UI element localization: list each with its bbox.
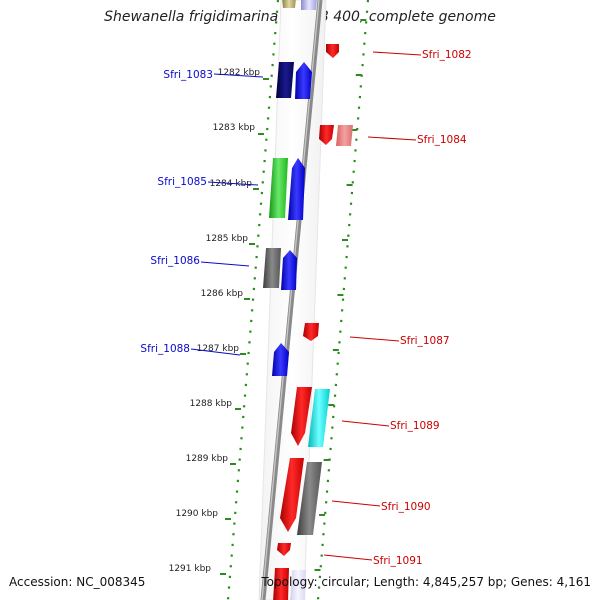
label-sfri-1087[interactable]: Sfri_1087 xyxy=(400,335,450,347)
genome-backbone-highlight xyxy=(261,0,320,600)
leader-sfri-1090 xyxy=(331,500,381,507)
tick-1289: 1289 kbp xyxy=(186,454,236,465)
ruler-line-left xyxy=(226,0,280,600)
leader-sfri-1085 xyxy=(207,181,259,186)
gene-sfri-1089[interactable] xyxy=(291,387,312,446)
svg-text:1285 kbp: 1285 kbp xyxy=(206,234,249,244)
leader-sfri-1084 xyxy=(367,136,417,141)
label-sfri-1090[interactable]: Sfri_1090 xyxy=(381,501,431,513)
label-sfri-1083[interactable]: Sfri_1083 xyxy=(163,69,213,81)
svg-text:1290 kbp: 1290 kbp xyxy=(176,509,219,519)
gene-sfri-1091[interactable] xyxy=(277,543,291,556)
gene-sfri-1088[interactable] xyxy=(272,343,289,376)
svg-text:1289 kbp: 1289 kbp xyxy=(186,454,229,464)
svg-text:1288 kbp: 1288 kbp xyxy=(190,399,233,409)
tick-1284: 1284 kbp xyxy=(210,179,259,190)
tick-1286: 1286 kbp xyxy=(201,289,250,300)
tick-1283: 1283 kbp xyxy=(213,123,264,135)
genome-backbone xyxy=(260,0,323,600)
label-sfri-1091[interactable]: Sfri_1091 xyxy=(373,555,423,567)
tick-1291: 1291 kbp xyxy=(169,564,226,575)
gene-sfri-1085[interactable] xyxy=(288,158,305,220)
svg-text:1284 kbp: 1284 kbp xyxy=(210,179,253,189)
tick-1285: 1285 kbp xyxy=(206,234,255,245)
leader-sfri-1091 xyxy=(323,554,373,561)
svg-text:1283 kbp: 1283 kbp xyxy=(213,123,256,133)
gene-bottom-pale[interactable] xyxy=(290,570,306,600)
svg-text:1286 kbp: 1286 kbp xyxy=(201,289,244,299)
gene-sfri-1086[interactable] xyxy=(281,250,297,290)
leader-sfri-1083 xyxy=(213,73,264,78)
tick-1288: 1288 kbp xyxy=(190,399,241,410)
accession-text: Accession: NC_008345 xyxy=(9,575,146,589)
gene-bottom-red[interactable] xyxy=(273,568,289,600)
label-sfri-1089[interactable]: Sfri_1089 xyxy=(390,420,440,432)
gene-sfri-1083-navy[interactable] xyxy=(276,62,294,98)
leader-sfri-1082 xyxy=(372,51,422,56)
gene-sfri-1086-gray[interactable] xyxy=(263,248,281,288)
ruler-dashes-right xyxy=(314,19,367,571)
gene-top-olive[interactable] xyxy=(282,0,296,8)
svg-text:1291 kbp: 1291 kbp xyxy=(169,564,212,574)
gene-sfri-1085-green[interactable] xyxy=(269,158,288,218)
label-sfri-1082[interactable]: Sfri_1082 xyxy=(422,49,472,61)
leader-sfri-1088 xyxy=(190,348,241,356)
gene-sfri-1084-pink[interactable] xyxy=(336,125,353,146)
label-sfri-1088[interactable]: Sfri_1088 xyxy=(140,343,190,355)
tick-1290: 1290 kbp xyxy=(176,509,231,520)
label-sfri-1085[interactable]: Sfri_1085 xyxy=(157,176,207,188)
leader-sfri-1087 xyxy=(349,336,400,342)
tick-1287: 1287 kbp xyxy=(197,344,246,355)
tick-1282: 1282 kbp xyxy=(218,68,269,80)
gene-sfri-1084[interactable] xyxy=(319,125,334,145)
gene-sfri-1083[interactable] xyxy=(295,62,312,99)
label-sfri-1084[interactable]: Sfri_1084 xyxy=(417,134,467,146)
gene-sfri-1090[interactable] xyxy=(280,458,304,532)
leader-sfri-1086 xyxy=(200,261,250,267)
svg-text:1287 kbp: 1287 kbp xyxy=(197,344,240,354)
gene-sfri-1090-gray[interactable] xyxy=(297,462,322,535)
gene-sfri-1087[interactable] xyxy=(303,323,319,341)
topology-text: Topology: circular; Length: 4,845,257 bp… xyxy=(261,575,591,589)
leader-sfri-1089 xyxy=(341,420,390,427)
svg-text:1282 kbp: 1282 kbp xyxy=(218,68,261,78)
gene-sfri-1089-cyan[interactable] xyxy=(308,389,330,447)
label-sfri-1086[interactable]: Sfri_1086 xyxy=(150,255,200,267)
ruler-line-right xyxy=(316,0,370,600)
gene-top-lavender[interactable] xyxy=(301,0,317,10)
gene-sfri-1082[interactable] xyxy=(326,44,339,58)
